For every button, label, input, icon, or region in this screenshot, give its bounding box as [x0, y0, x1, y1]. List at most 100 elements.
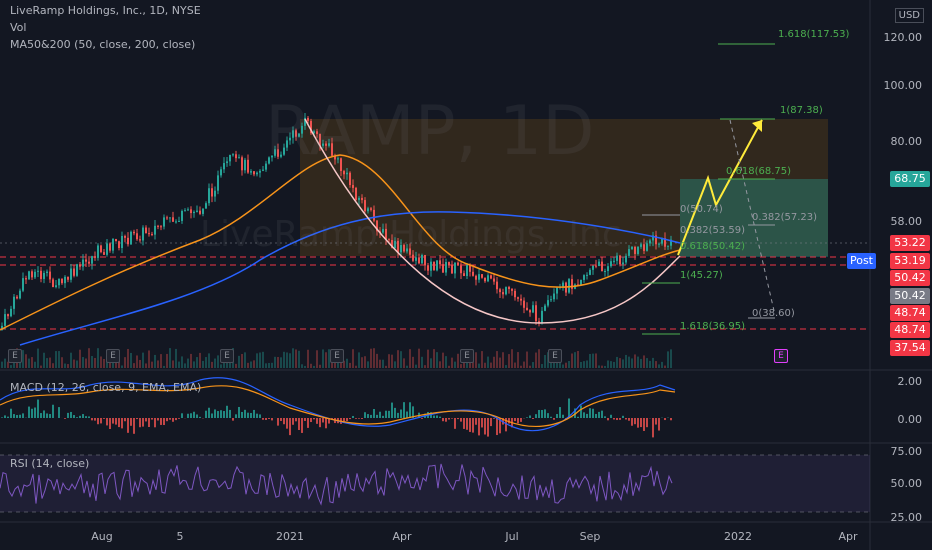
- currency-badge[interactable]: USD: [894, 8, 924, 23]
- candle-body: [127, 237, 129, 245]
- volume-bar: [160, 354, 162, 368]
- earnings-marker-upcoming[interactable]: E: [774, 349, 788, 363]
- candle-body: [187, 209, 189, 211]
- earnings-marker[interactable]: E: [548, 349, 562, 363]
- macd-histogram-bar: [82, 414, 84, 418]
- rsi-line[interactable]: [0, 463, 673, 506]
- macd-histogram-bar: [286, 418, 288, 429]
- earnings-marker[interactable]: E: [106, 349, 120, 363]
- ma50-line[interactable]: [0, 154, 681, 331]
- macd-histogram-bar: [622, 415, 624, 418]
- price-badge: 48.74: [890, 322, 930, 338]
- volume-bar: [613, 361, 615, 368]
- ma200-line[interactable]: [19, 211, 681, 346]
- volume-bar: [187, 358, 189, 368]
- price-tick: 120.00: [883, 31, 923, 44]
- macd-histogram-bar: [421, 418, 423, 419]
- candle-body: [355, 187, 357, 200]
- volume-bar: [481, 351, 483, 368]
- macd-histogram-bar: [436, 415, 438, 418]
- earnings-marker[interactable]: E: [8, 349, 22, 363]
- price-tick: 58.00: [890, 215, 923, 228]
- macd-histogram-bar: [391, 402, 393, 418]
- macd-histogram-bar: [70, 411, 72, 418]
- ma-label[interactable]: MA50&200 (50, close, 200, close): [10, 38, 196, 51]
- volume-bar: [352, 349, 354, 368]
- volume-bar: [70, 352, 72, 368]
- volume-bar: [607, 360, 609, 368]
- macd-histogram-bar: [364, 412, 366, 418]
- candle-body: [289, 137, 291, 141]
- volume-bar: [499, 357, 501, 368]
- volume-bar: [661, 361, 663, 368]
- volume-bar: [670, 349, 672, 368]
- price-badge: 48.74: [890, 305, 930, 321]
- volume-bar: [4, 358, 6, 368]
- macd-histogram-bar: [223, 411, 225, 418]
- volume-bar: [268, 362, 270, 368]
- fib-label: 0.382(53.59): [680, 225, 746, 236]
- candle-body: [85, 259, 87, 262]
- earnings-marker[interactable]: E: [460, 349, 474, 363]
- macd-histogram-bar: [7, 416, 9, 418]
- macd-histogram-bar: [208, 407, 210, 418]
- candle-body: [172, 217, 174, 222]
- volume-bar: [148, 350, 150, 368]
- candle-body: [100, 245, 102, 253]
- macd-histogram-bar: [613, 418, 615, 420]
- volume-label[interactable]: Vol: [10, 21, 27, 34]
- volume-bar: [190, 353, 192, 368]
- volume-bar: [40, 365, 42, 368]
- macd-histogram-bar: [487, 418, 489, 437]
- macd-histogram-bar: [376, 414, 378, 418]
- pattern-box[interactable]: [300, 119, 828, 256]
- macd-histogram-bar: [76, 417, 78, 418]
- earnings-marker[interactable]: E: [330, 349, 344, 363]
- macd-histogram-bar: [139, 418, 141, 428]
- candle-body: [232, 154, 234, 156]
- earnings-marker[interactable]: E: [220, 349, 234, 363]
- rsi-label[interactable]: RSI (14, close): [10, 457, 90, 470]
- macd-histogram-bar: [253, 409, 255, 418]
- candle-body: [580, 279, 582, 285]
- macd-histogram-bar: [484, 418, 486, 435]
- candle-body: [337, 158, 339, 160]
- macd-histogram-bar: [469, 418, 471, 432]
- volume-bar: [412, 356, 414, 368]
- macd-histogram-bar: [28, 406, 30, 418]
- volume-bar: [301, 364, 303, 368]
- volume-bar: [61, 357, 63, 368]
- macd-histogram-bar: [232, 418, 234, 421]
- candles[interactable]: [1, 112, 672, 331]
- volume-bar: [319, 364, 321, 368]
- macd-signal[interactable]: [0, 385, 676, 428]
- macd-histogram-bar: [466, 418, 468, 430]
- cup-curve[interactable]: [304, 118, 681, 324]
- candle-body: [409, 248, 411, 255]
- candle-body: [124, 235, 126, 238]
- volume-bar: [565, 362, 567, 368]
- candle-body: [142, 227, 144, 241]
- candle-body: [538, 321, 540, 324]
- macd-histogram-bar: [514, 418, 516, 422]
- volume-bar: [94, 358, 96, 368]
- down-projection[interactable]: [729, 119, 776, 316]
- volume-bar: [466, 361, 468, 368]
- candle-body: [523, 300, 525, 308]
- volume-bar: [361, 357, 363, 368]
- macd-histogram-bar: [559, 407, 561, 418]
- volume-bar: [271, 362, 273, 368]
- macd-histogram-bar: [442, 418, 444, 422]
- target-box[interactable]: [680, 179, 828, 257]
- candle-body: [133, 231, 135, 234]
- candle-body: [136, 233, 138, 240]
- macd-histogram-bar: [655, 418, 657, 425]
- macd-label[interactable]: MACD (12, 26, close, 9, EMA, EMA): [10, 381, 202, 394]
- macd-histogram-bar: [175, 418, 177, 421]
- macd-histogram-bar: [625, 418, 627, 420]
- candle-body: [517, 297, 519, 299]
- projection-arrow[interactable]: [677, 119, 763, 256]
- volume-bar: [22, 350, 24, 368]
- volume-bar: [520, 365, 522, 368]
